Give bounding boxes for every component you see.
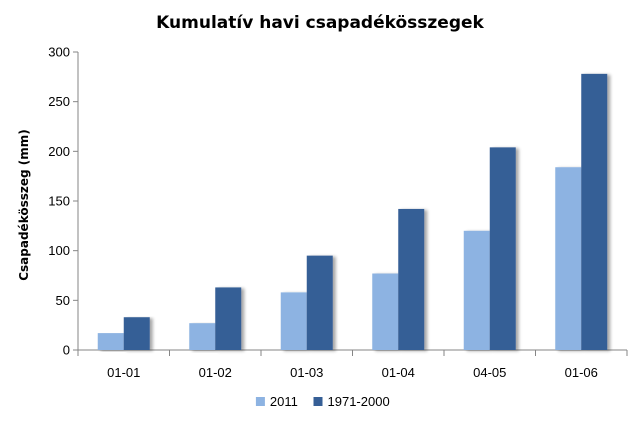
legend-label-1971-2000: 1971-2000 [328,394,390,409]
bar-1971-2000-01-06 [581,73,608,350]
bar-1971-2000-04-05 [489,147,516,350]
y-tick-label: 250 [48,94,70,109]
bars [97,73,608,350]
bar-2011-01-01 [97,333,124,350]
y-tick-label: 200 [48,144,70,159]
bar-2011-01-06 [555,167,582,350]
x-tick-label: 01-06 [565,365,598,380]
legend: 2011 1971-2000 [255,394,390,409]
bar-1971-2000-01-02 [215,287,242,350]
bar-1971-2000-01-01 [123,317,150,350]
y-tick-label: 150 [48,194,70,209]
x-tick-label: 01-03 [290,365,323,380]
bar-2011-01-02 [189,323,216,350]
bar-2011-04-05 [463,230,490,350]
x-tick-label: 01-02 [199,365,232,380]
bar-2011-01-03 [280,292,307,350]
legend-swatch-2011 [255,397,265,406]
y-tick-label: 300 [48,45,70,60]
x-tick-label: 01-01 [107,365,140,380]
y-tick-label: 50 [56,293,70,308]
y-tick-label: 0 [63,343,70,358]
x-tick-label: 01-04 [382,365,415,380]
axes: 0 50 100 150 200 250 300 01-01 01-02 01-03 01-04 04… [48,45,628,380]
legend-label-2011: 2011 [270,394,298,409]
x-tick-label: 04-05 [473,365,506,380]
bar-1971-2000-01-03 [306,255,333,350]
y-axis-label: Csapadékösszeg (mm) [17,129,31,281]
bar-1971-2000-01-04 [398,208,425,350]
chart-title: Kumulatív havi csapadékösszegek [156,13,484,33]
bar-2011-01-04 [372,273,399,350]
y-tick-label: 100 [48,243,70,258]
legend-swatch-1971-2000 [313,397,323,406]
